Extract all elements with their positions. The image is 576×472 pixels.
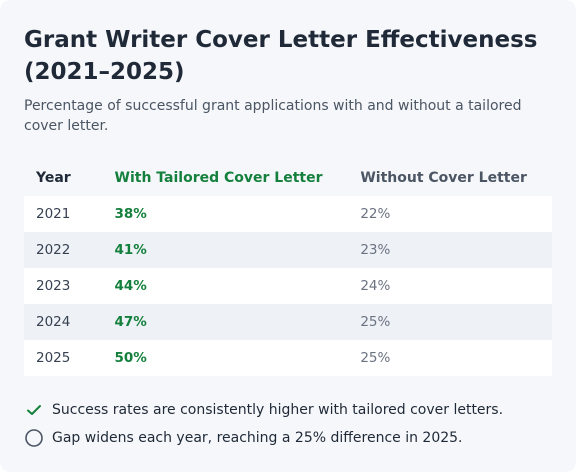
column-header-with: With Tailored Cover Letter bbox=[114, 170, 323, 186]
check-icon bbox=[24, 400, 44, 420]
note-item: Success rates are consistently higher wi… bbox=[24, 398, 552, 422]
notes-list: Success rates are consistently higher wi… bbox=[24, 398, 552, 454]
data-table: Year With Tailored Cover Letter Without … bbox=[24, 160, 552, 376]
page-title: Grant Writer Cover Letter Effectiveness … bbox=[24, 27, 538, 85]
table-row: 2023 44% 24% bbox=[24, 268, 552, 304]
table-row: 2021 38% 22% bbox=[24, 196, 552, 232]
note-item: Gap widens each year, reaching a 25% dif… bbox=[24, 426, 552, 450]
cell-year: 2023 bbox=[24, 268, 115, 304]
cell-year: 2021 bbox=[24, 196, 115, 232]
cell-with: 38% bbox=[114, 196, 361, 232]
cell-with: 50% bbox=[114, 340, 361, 376]
note-text: Success rates are consistently higher wi… bbox=[52, 402, 504, 418]
note-text: Gap widens each year, reaching a 25% dif… bbox=[52, 430, 463, 446]
cell-without: 22% bbox=[360, 196, 552, 232]
column-header-year: Year bbox=[36, 170, 71, 186]
cell-without: 25% bbox=[360, 340, 552, 376]
page-subtitle: Percentage of successful grant applicati… bbox=[24, 98, 522, 134]
cell-year: 2024 bbox=[24, 304, 115, 340]
cell-without: 24% bbox=[360, 268, 552, 304]
column-header-without: Without Cover Letter bbox=[360, 170, 527, 186]
circle-icon bbox=[24, 428, 44, 448]
cell-without: 25% bbox=[360, 304, 552, 340]
cell-with: 47% bbox=[114, 304, 361, 340]
cell-year: 2022 bbox=[24, 232, 115, 268]
cell-without: 23% bbox=[360, 232, 552, 268]
cell-with: 41% bbox=[114, 232, 361, 268]
table-header-row: Year With Tailored Cover Letter Without … bbox=[24, 160, 552, 196]
cell-year: 2025 bbox=[24, 340, 115, 376]
table-row: 2022 41% 23% bbox=[24, 232, 552, 268]
cell-with: 44% bbox=[114, 268, 361, 304]
table-row: 2025 50% 25% bbox=[24, 340, 552, 376]
table-row: 2024 47% 25% bbox=[24, 304, 552, 340]
